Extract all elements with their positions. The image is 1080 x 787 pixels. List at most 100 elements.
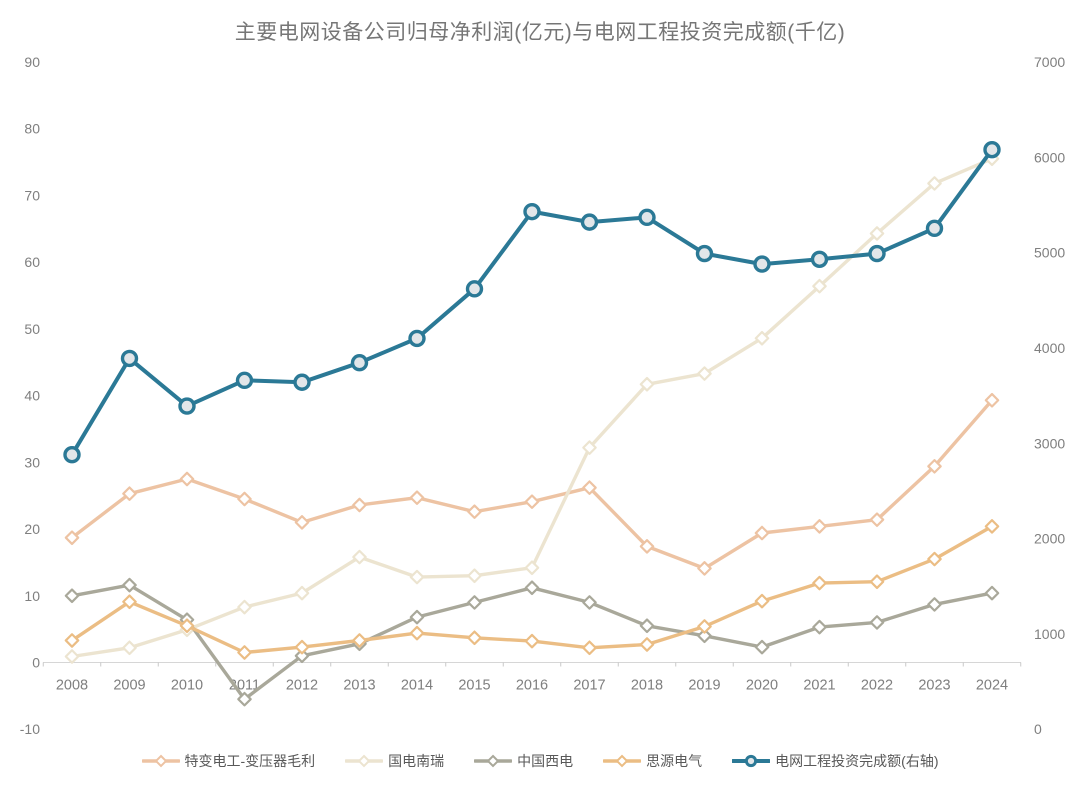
x-axis-category-label: 2014 (401, 677, 433, 693)
series-marker-1 (582, 440, 597, 455)
series-marker-4 (753, 255, 771, 273)
legend-item-1: 国电南瑞 (345, 751, 444, 771)
series-marker-4 (63, 445, 81, 464)
series-marker-0 (294, 515, 310, 530)
series-marker-3 (122, 594, 137, 610)
x-axis-category-label: 2024 (976, 677, 1008, 693)
x-axis-category-label: 2022 (861, 677, 893, 693)
x-axis-category-label: 2019 (688, 677, 720, 693)
legend-diamond-marker-icon (603, 754, 642, 768)
series-marker-2 (754, 639, 770, 655)
series-marker-0 (754, 525, 770, 541)
series-marker-2 (122, 577, 137, 593)
left-axis-tick-label: 40 (24, 388, 40, 404)
x-axis-category-label: 2023 (918, 677, 950, 693)
series-marker-1 (409, 569, 425, 585)
right-axis-tick-label: 2000 (1034, 531, 1065, 547)
series-marker-4 (523, 202, 541, 221)
x-axis-category-label: 2013 (343, 677, 375, 693)
series-marker-4 (810, 250, 829, 269)
series-marker-0 (409, 490, 425, 505)
right-axis-tick-label: 4000 (1034, 340, 1065, 356)
x-axis-category-label: 2017 (573, 677, 605, 693)
series-marker-3 (467, 630, 482, 646)
series-marker-4 (178, 397, 196, 415)
legend-label-3: 思源电气 (646, 753, 703, 769)
legend-diamond-marker-icon (345, 754, 384, 768)
left-axis-tick-label: 80 (24, 121, 40, 137)
legend-diamond-marker-icon (141, 754, 180, 768)
series-marker-0 (352, 497, 367, 513)
series-marker-1 (352, 549, 367, 565)
series-marker-3 (524, 633, 540, 649)
right-axis-tick-label: 7000 (1034, 54, 1065, 70)
right-axis-tick-label: 5000 (1034, 245, 1065, 261)
series-marker-3 (294, 639, 310, 655)
series-marker-2 (639, 618, 655, 634)
x-axis-category-label: 2008 (56, 677, 88, 693)
series-marker-3 (812, 575, 827, 591)
legend-item-4: 电网工程投资完成额(右轴) (732, 751, 939, 771)
series-marker-0 (639, 539, 655, 554)
series-marker-0 (582, 480, 597, 495)
series-marker-3 (697, 619, 712, 634)
x-axis-category-label: 2018 (631, 677, 663, 693)
left-axis-tick-label: 10 (24, 588, 40, 604)
x-axis-category-label: 2015 (458, 677, 490, 693)
legend-item-0: 特变电工-变压器毛利 (141, 751, 315, 771)
series-marker-4 (638, 208, 656, 227)
series-marker-4 (408, 329, 426, 348)
series-marker-0 (812, 519, 827, 534)
series-marker-1 (869, 226, 885, 241)
left-axis-tick-label: 0 (32, 654, 40, 670)
series-marker-0 (984, 392, 1000, 408)
series-marker-2 (812, 619, 827, 635)
legend-diamond-marker-icon (474, 754, 513, 768)
series-marker-2 (524, 580, 540, 596)
series-marker-3 (639, 637, 655, 652)
series-marker-0 (237, 491, 252, 507)
series-line-0 (70, 398, 994, 571)
series-marker-2 (467, 595, 482, 610)
series-marker-3 (754, 593, 770, 609)
left-axis-tick-label: 60 (24, 254, 40, 270)
series-marker-2 (697, 628, 712, 644)
series-marker-0 (122, 486, 137, 501)
series-marker-0 (927, 459, 942, 474)
series-marker-4 (925, 219, 944, 238)
series-marker-4 (580, 213, 599, 231)
series-marker-1 (122, 640, 137, 656)
series-marker-2 (582, 595, 597, 610)
series-marker-1 (754, 330, 770, 346)
right-axis-tick-label: 6000 (1034, 149, 1065, 165)
left-axis-tick-label: 50 (24, 321, 40, 337)
x-axis-category-label: 2012 (286, 677, 318, 693)
series-marker-1 (294, 585, 310, 601)
x-axis-category-label: 2020 (746, 677, 778, 693)
series-marker-3 (64, 633, 80, 648)
series-marker-2 (294, 648, 310, 664)
series-marker-2 (409, 609, 425, 625)
series-marker-1 (524, 560, 540, 576)
series-marker-1 (697, 366, 712, 381)
series-marker-1 (237, 599, 252, 615)
series-marker-4 (465, 280, 484, 298)
series-marker-4 (983, 140, 1001, 159)
right-axis-tick-label: 3000 (1034, 435, 1065, 451)
x-axis-category-label: 2016 (516, 677, 548, 693)
series-marker-0 (869, 512, 885, 527)
series-marker-1 (812, 278, 827, 294)
chart-legend: 特变电工-变压器毛利 国电南瑞 中国西电 思源电气 电网工程投资完成额(右轴) (0, 751, 1080, 771)
series-marker-3 (237, 645, 252, 660)
right-axis-tick-label: 0 (1034, 721, 1042, 737)
series-marker-4 (293, 373, 311, 391)
legend-label-2: 中国西电 (517, 753, 574, 769)
x-axis-category-label: 2010 (171, 677, 203, 693)
series-marker-3 (869, 574, 885, 590)
series-marker-0 (64, 530, 80, 546)
series-marker-0 (467, 504, 482, 519)
left-axis-tick-label: 90 (24, 54, 40, 70)
series-marker-1 (467, 568, 482, 584)
series-marker-2 (237, 691, 252, 707)
